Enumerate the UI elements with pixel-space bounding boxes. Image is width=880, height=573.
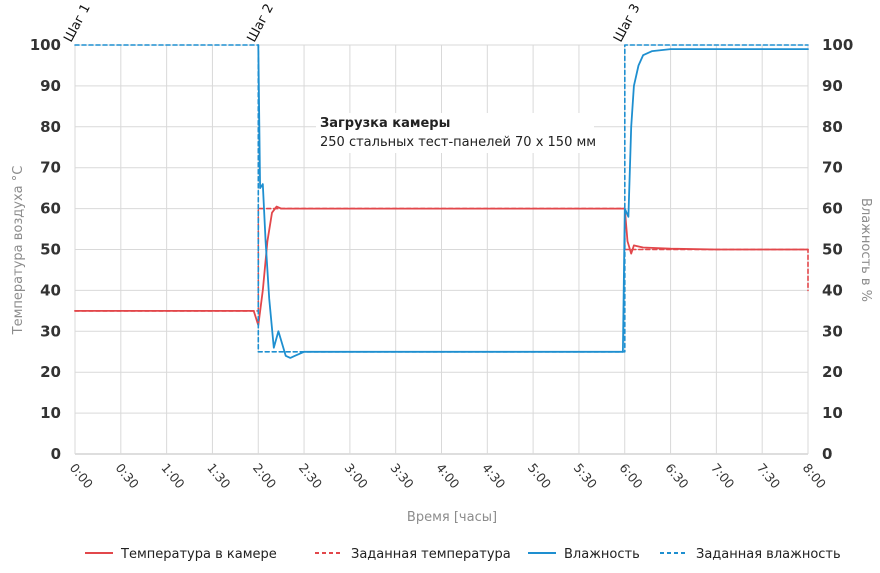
- x-tick-label: 0:00: [67, 460, 97, 491]
- y-tick-left: 50: [40, 241, 61, 259]
- y-tick-right: 80: [822, 118, 843, 136]
- legend-label: Температура в камере: [120, 547, 277, 562]
- x-tick-label: 4:00: [433, 460, 463, 491]
- x-tick-label: 0:30: [113, 460, 143, 491]
- x-tick-label: 2:00: [250, 460, 280, 491]
- annotation: Загрузка камеры 250 стальных тест-панеле…: [316, 113, 596, 153]
- x-tick-label: 8:00: [800, 460, 830, 491]
- y-axis-right-label: Влажность в %: [858, 198, 873, 302]
- x-tick-label: 7:30: [754, 460, 784, 491]
- y-axis-left: 0 10 20 30 40 50 60 70 80 90 100: [30, 36, 61, 463]
- annotation-text: 250 стальных тест-панелей 70 x 150 мм: [320, 135, 596, 150]
- y-tick-left: 10: [40, 404, 61, 422]
- y-tick-left: 70: [40, 159, 61, 177]
- y-tick-left: 60: [40, 200, 61, 218]
- y-tick-right: 50: [822, 241, 843, 259]
- legend-label: Влажность: [564, 547, 640, 562]
- x-tick-label: 1:30: [204, 460, 234, 491]
- x-tick-label: 2:30: [296, 460, 326, 491]
- annotation-background: [316, 113, 594, 153]
- series-line: [74, 205, 809, 327]
- step-label: Шаг 1: [61, 2, 94, 45]
- legend: Температура в камере Заданная температура…: [85, 547, 841, 562]
- x-tick-label: 5:00: [525, 460, 555, 491]
- x-tick-label: 7:00: [708, 460, 738, 491]
- y-axis-left-label: Температура воздуха °С: [11, 166, 26, 336]
- y-tick-left: 20: [40, 363, 61, 381]
- x-axis-label: Время [часы]: [407, 510, 497, 525]
- x-tick-label: 1:00: [158, 460, 188, 491]
- legend-label: Заданная температура: [351, 547, 511, 562]
- step-label: Шаг 3: [611, 2, 644, 45]
- y-tick-right: 0: [822, 445, 832, 463]
- step-label: Шаг 2: [245, 2, 278, 45]
- series-group: [74, 44, 809, 359]
- y-tick-right: 20: [822, 363, 843, 381]
- y-axis-right: 0 10 20 30 40 50 60 70 80 90 100: [822, 36, 853, 463]
- x-tick-label: 3:30: [387, 460, 417, 491]
- x-tick-label: 3:00: [342, 460, 372, 491]
- y-tick-right: 40: [822, 281, 843, 299]
- x-tick-label: 5:30: [571, 460, 601, 491]
- y-tick-left: 90: [40, 77, 61, 95]
- y-tick-right: 90: [822, 77, 843, 95]
- legend-label: Заданная влажность: [696, 547, 841, 562]
- y-tick-left: 80: [40, 118, 61, 136]
- y-tick-right: 70: [822, 159, 843, 177]
- x-tick-label: 6:30: [662, 460, 692, 491]
- x-axis: 0:00 0:30 1:00 1:30 2:00 2:30 3:00 3:30 4:00 4:30…: [67, 460, 830, 491]
- y-tick-right: 60: [822, 200, 843, 218]
- y-tick-right: 30: [822, 322, 843, 340]
- step-labels: Шаг 1 Шаг 2 Шаг 3: [61, 2, 643, 45]
- y-tick-right: 10: [822, 404, 843, 422]
- annotation-title: Загрузка камеры: [320, 116, 450, 131]
- y-tick-left: 30: [40, 322, 61, 340]
- y-tick-left: 0: [51, 445, 61, 463]
- y-tick-left: 40: [40, 281, 61, 299]
- series-line: [74, 44, 809, 353]
- y-tick-right: 100: [822, 36, 853, 54]
- x-tick-label: 6:00: [616, 460, 646, 491]
- y-tick-left: 100: [30, 36, 61, 54]
- x-tick-label: 4:30: [479, 460, 509, 491]
